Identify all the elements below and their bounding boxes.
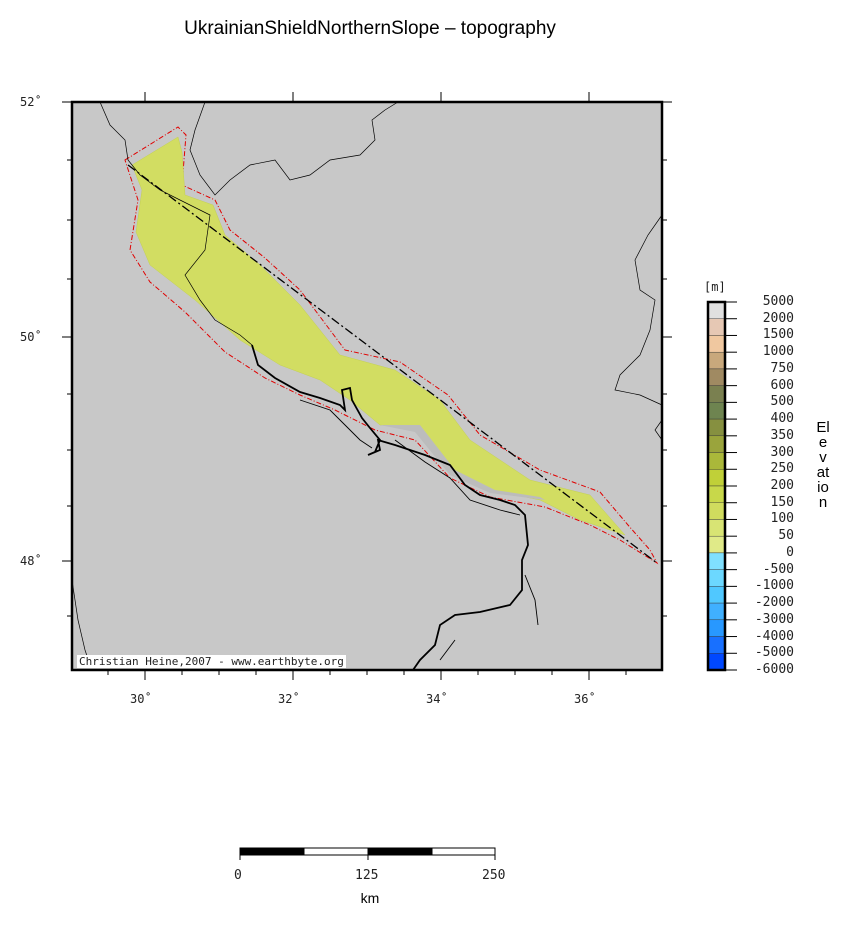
colorbar-swatch — [707, 653, 726, 671]
country-border — [71, 101, 663, 666]
colorbar-tick-label: 250 — [770, 461, 794, 477]
colorbar-tick-label: 100 — [770, 511, 794, 527]
colorbar-unit: [m] — [704, 280, 726, 294]
scale-label: 0 — [234, 868, 242, 883]
colorbar-swatch — [707, 586, 726, 604]
colorbar-tick-label: 50 — [778, 528, 794, 544]
region-elevation-fill — [131, 136, 626, 536]
river — [251, 344, 529, 671]
colorbar-tick-label: 150 — [770, 494, 794, 510]
colorbar-swatch — [707, 301, 726, 319]
scale-label: 125 — [355, 868, 379, 883]
scale-bar — [239, 847, 496, 860]
lon-label: 36˚ — [574, 692, 596, 706]
colorbar-swatch — [707, 485, 726, 503]
colorbar-swatch — [707, 619, 726, 637]
colorbar-swatch — [707, 502, 726, 520]
lat-label: 50˚ — [20, 330, 42, 344]
colorbar-swatch — [707, 535, 726, 554]
colorbar-tick-label: -5000 — [754, 645, 794, 661]
colorbar-swatch — [707, 552, 726, 570]
colorbar-swatch — [707, 351, 726, 370]
lon-label: 34˚ — [426, 692, 448, 706]
colorbar-tick-label: 0 — [786, 544, 794, 560]
region-buffer-outline — [124, 126, 659, 565]
lon-label: 30˚ — [130, 692, 152, 706]
colorbar-swatch — [707, 335, 726, 353]
river-secondary — [299, 399, 539, 661]
colorbar-tick-label: -500 — [762, 561, 794, 577]
colorbar-swatch — [707, 418, 726, 437]
colorbar-tick-label: 1000 — [762, 344, 794, 360]
colorbar-tick-label: -2000 — [754, 595, 794, 611]
colorbar-tick-label: -3000 — [754, 611, 794, 627]
colorbar-swatch — [707, 469, 726, 487]
colorbar-tick-label: 750 — [770, 360, 794, 376]
colorbar-tick-label: 2000 — [762, 310, 794, 326]
colorbar-swatch — [707, 385, 726, 403]
colorbar-tick-label: 600 — [770, 377, 794, 393]
colorbar-tick-label: -4000 — [754, 628, 794, 644]
colorbar-tick-label: 400 — [770, 411, 794, 427]
colorbar-swatch — [707, 452, 726, 470]
colorbar-tick-label: 500 — [770, 394, 794, 410]
colorbar-tick-label: 300 — [770, 444, 794, 460]
colorbar-swatch — [707, 519, 726, 537]
colorbar-label: Elevation — [816, 419, 830, 511]
map-title: UkrainianShieldNorthernSlope – topograph… — [184, 18, 556, 39]
credit-text: Christian Heine,2007 - www.earthbyte.org — [77, 655, 346, 668]
lat-label: 48˚ — [20, 554, 42, 568]
colorbar-swatch — [707, 402, 726, 420]
colorbar-swatch — [707, 602, 726, 621]
colorbar-tick-label: 200 — [770, 478, 794, 493]
colorbar-swatch — [707, 636, 726, 654]
colorbar-swatch — [707, 569, 726, 587]
colorbar-swatch — [707, 318, 726, 336]
scale-label: 250 — [482, 868, 506, 883]
colorbar-tick-label: 5000 — [762, 294, 794, 309]
colorbar-tick-label: -6000 — [754, 662, 794, 677]
colorbar-swatch — [707, 435, 726, 453]
profile-line — [127, 164, 658, 564]
lon-label: 32˚ — [278, 692, 300, 706]
colorbar-tick-label: 350 — [770, 427, 794, 443]
colorbar — [706, 300, 737, 672]
scale-unit: km — [360, 890, 380, 906]
colorbar-tick-label: -1000 — [754, 578, 794, 594]
colorbar-swatch — [707, 368, 726, 386]
lat-label: 52˚ — [20, 95, 42, 109]
colorbar-tick-label: 1500 — [762, 327, 794, 343]
axis-ticks — [62, 92, 672, 680]
